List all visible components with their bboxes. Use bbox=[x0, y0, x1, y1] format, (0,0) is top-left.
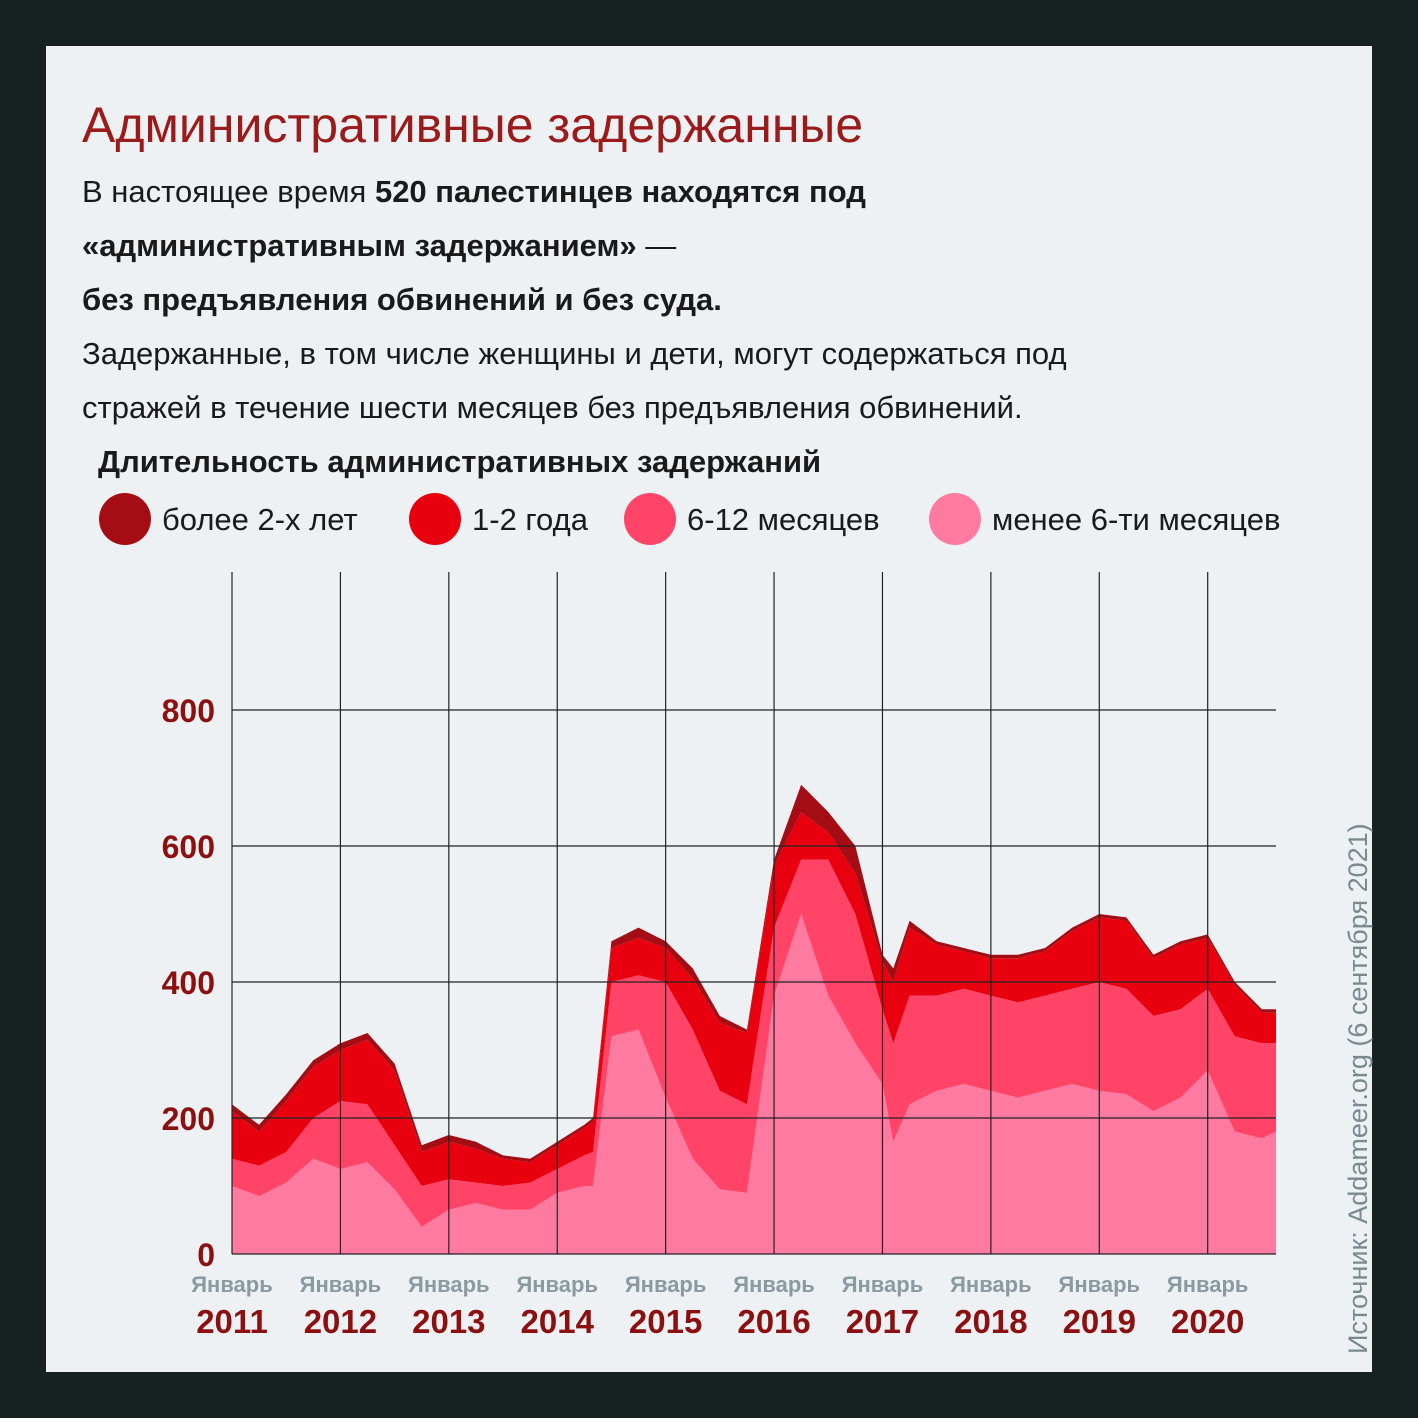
x-tick-month: Январь bbox=[1167, 1272, 1249, 1297]
legend-swatch bbox=[624, 493, 676, 545]
x-tick-label: 2012 bbox=[304, 1303, 377, 1340]
source: Источник: Addameer.org (6 сентября 2021) bbox=[1343, 823, 1373, 1354]
intro-text: «административным задержанием» bbox=[82, 228, 637, 263]
intro-text: — bbox=[637, 228, 677, 263]
area bbox=[232, 859, 1276, 1227]
intro-line: без предъявления обвинений и без суда. bbox=[82, 282, 722, 317]
intro-text: стражей в течение шести месяцев без пред… bbox=[82, 390, 1023, 425]
legend-label: более 2-х лет bbox=[162, 502, 358, 537]
legend-label: менее 6-ти месяцев bbox=[992, 502, 1280, 537]
x-tick-month: Январь bbox=[842, 1272, 924, 1297]
intro-line: В настоящее время 520 палестинцев находя… bbox=[82, 174, 866, 209]
intro-line: «административным задержанием» — bbox=[82, 228, 676, 263]
intro-line: стражей в течение шести месяцев без пред… bbox=[82, 390, 1023, 425]
legend-swatch bbox=[409, 493, 461, 545]
x-tick-label: 2019 bbox=[1063, 1303, 1136, 1340]
x-tick-month: Январь bbox=[1059, 1272, 1141, 1297]
y-tick-label: 800 bbox=[162, 693, 215, 729]
y-tick-label: 400 bbox=[162, 965, 215, 1001]
y-tick-label: 200 bbox=[162, 1101, 215, 1137]
x-tick-label: 2016 bbox=[737, 1303, 810, 1340]
x-tick-label: 2015 bbox=[629, 1303, 702, 1340]
legend-swatch bbox=[929, 493, 981, 545]
intro-text: 520 палестинцев находятся под bbox=[375, 174, 866, 209]
x-tick-label: 2018 bbox=[954, 1303, 1027, 1340]
legend-label: 6-12 месяцев bbox=[687, 502, 880, 537]
x-tick-month: Январь bbox=[408, 1272, 490, 1297]
intro-text: В настоящее время bbox=[82, 174, 375, 209]
intro-text: без предъявления обвинений и без суда. bbox=[82, 282, 722, 317]
x-tick-month: Январь bbox=[625, 1272, 707, 1297]
legend-label: 1-2 года bbox=[472, 502, 589, 537]
intro-line: Задержанные, в том числе женщины и дети,… bbox=[82, 336, 1067, 371]
x-tick-month: Январь bbox=[300, 1272, 382, 1297]
x-tick-month: Январь bbox=[950, 1272, 1032, 1297]
page-title: Административные задержанные bbox=[82, 97, 863, 153]
y-tick-label: 0 bbox=[197, 1237, 215, 1273]
x-tick-month: Январь bbox=[733, 1272, 815, 1297]
x-tick-label: 2020 bbox=[1171, 1303, 1244, 1340]
area bbox=[232, 914, 1276, 1254]
intro-text: Задержанные, в том числе женщины и дети,… bbox=[82, 336, 1067, 371]
legend-swatch bbox=[99, 493, 151, 545]
x-tick-label: 2013 bbox=[412, 1303, 485, 1340]
x-tick-label: 2017 bbox=[846, 1303, 919, 1340]
y-tick-label: 600 bbox=[162, 829, 215, 865]
x-tick-month: Январь bbox=[516, 1272, 598, 1297]
area bbox=[232, 812, 1276, 1186]
chart-title: Длительность административных задержаний bbox=[98, 444, 821, 479]
x-tick-month: Январь bbox=[191, 1272, 273, 1297]
x-tick-label: 2014 bbox=[521, 1303, 595, 1340]
x-tick-label: 2011 bbox=[196, 1303, 268, 1340]
